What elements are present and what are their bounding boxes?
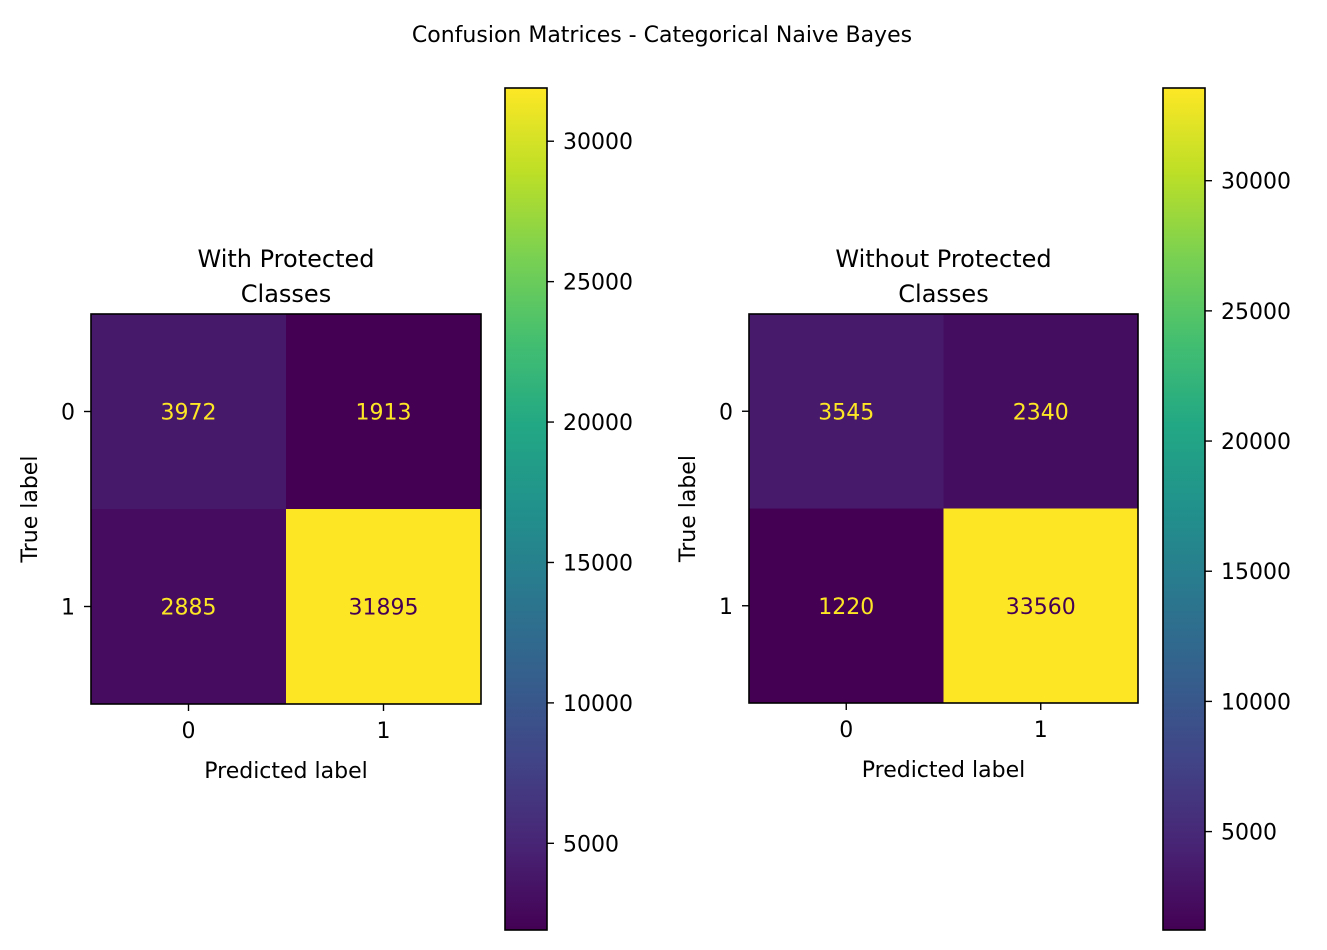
- colorbar-tick-label: 10000: [563, 692, 633, 717]
- colorbar-tick-label: 5000: [563, 832, 619, 857]
- cell-value-label: 3545: [818, 400, 874, 425]
- y-tick-label: 0: [61, 401, 75, 426]
- matrix-cell: [943, 508, 1139, 704]
- figure-suptitle: Confusion Matrices - Categorical Naive B…: [412, 23, 912, 48]
- matrix-frame: [748, 313, 1139, 704]
- y-axis-label: True label: [676, 455, 701, 563]
- colorbar-tick-label: 15000: [1221, 560, 1291, 585]
- cell-value-label: 31895: [349, 596, 419, 621]
- confusion-matrix-panel: With Protected Classes 3972 1913 2885 31895 0 1…: [18, 87, 633, 931]
- matrix-frame: [90, 313, 482, 705]
- matrix-title: With Protected: [198, 245, 375, 273]
- colorbar: [1162, 87, 1206, 931]
- cell-value-label: 2340: [1013, 400, 1069, 425]
- colorbar-tick-label: 25000: [1221, 300, 1291, 325]
- cell-value-label: 3972: [161, 401, 217, 426]
- colorbar-tick-label: 20000: [1221, 430, 1291, 455]
- x-tick-label: 1: [377, 719, 391, 744]
- cell-value-label: 1913: [356, 401, 412, 426]
- x-axis-label: Predicted label: [862, 758, 1025, 783]
- colorbar-tick-label: 25000: [563, 271, 633, 296]
- matrix-cell: [91, 314, 287, 510]
- colorbar-tick-label: 5000: [1221, 821, 1277, 846]
- matrix-cell: [943, 314, 1139, 509]
- matrix-cell: [91, 509, 287, 705]
- matrix-title: Without Protected: [835, 245, 1051, 273]
- colorbar-tick-label: 30000: [563, 130, 633, 155]
- colorbar-tick-label: 10000: [1221, 690, 1291, 715]
- matrix-title: Classes: [241, 280, 331, 308]
- x-tick-label: 0: [182, 719, 196, 744]
- matrix-title: Classes: [898, 280, 988, 308]
- cell-value-label: 1220: [818, 595, 874, 620]
- y-tick-label: 0: [719, 400, 733, 425]
- cell-value-label: 2885: [161, 596, 217, 621]
- charts-root: With Protected Classes 3972 1913 2885 31895 0 1…: [18, 87, 1291, 931]
- y-tick-label: 1: [61, 596, 75, 621]
- y-tick-label: 1: [719, 595, 733, 620]
- x-tick-label: 0: [839, 718, 853, 743]
- y-axis-label: True label: [18, 456, 43, 564]
- matrix-cell: [286, 509, 482, 705]
- matrix-cell: [749, 508, 944, 704]
- colorbar-tick-label: 15000: [563, 551, 633, 576]
- cell-value-label: 33560: [1006, 595, 1076, 620]
- colorbar-tick-label: 30000: [1221, 170, 1291, 195]
- colorbar-tick-label: 20000: [563, 411, 633, 436]
- x-axis-label: Predicted label: [204, 759, 367, 784]
- matrix-cell: [749, 314, 944, 509]
- colorbar: [504, 87, 548, 931]
- confusion-matrix-panel: Without Protected Classes 3545 2340 1220 3356…: [676, 87, 1291, 931]
- x-tick-label: 1: [1034, 718, 1048, 743]
- matrix-cell: [286, 314, 482, 510]
